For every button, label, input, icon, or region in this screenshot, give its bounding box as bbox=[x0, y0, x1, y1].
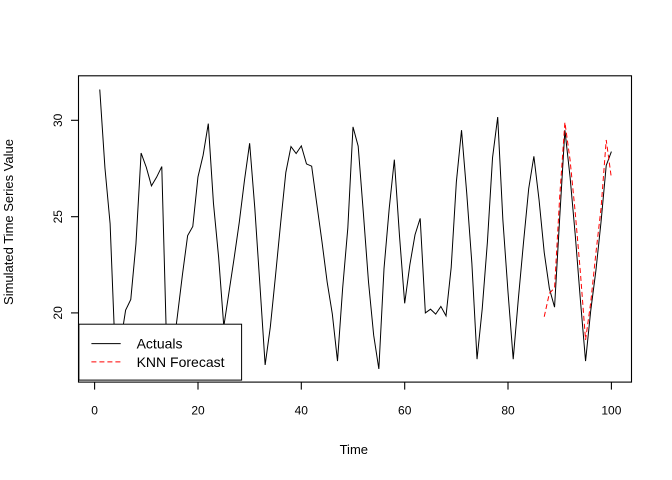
svg-text:20: 20 bbox=[191, 404, 205, 418]
svg-text:40: 40 bbox=[295, 404, 309, 418]
svg-text:60: 60 bbox=[398, 404, 412, 418]
svg-text:30: 30 bbox=[51, 113, 65, 127]
svg-text:Simulated Time Series Value: Simulated Time Series Value bbox=[1, 139, 16, 305]
svg-text:80: 80 bbox=[501, 404, 515, 418]
svg-text:KNN Forecast: KNN Forecast bbox=[137, 354, 225, 370]
svg-text:25: 25 bbox=[51, 210, 65, 224]
svg-text:Actuals: Actuals bbox=[137, 336, 183, 352]
svg-text:0: 0 bbox=[91, 404, 98, 418]
svg-text:20: 20 bbox=[51, 306, 65, 320]
svg-text:Time: Time bbox=[340, 442, 368, 457]
svg-text:100: 100 bbox=[601, 404, 621, 418]
